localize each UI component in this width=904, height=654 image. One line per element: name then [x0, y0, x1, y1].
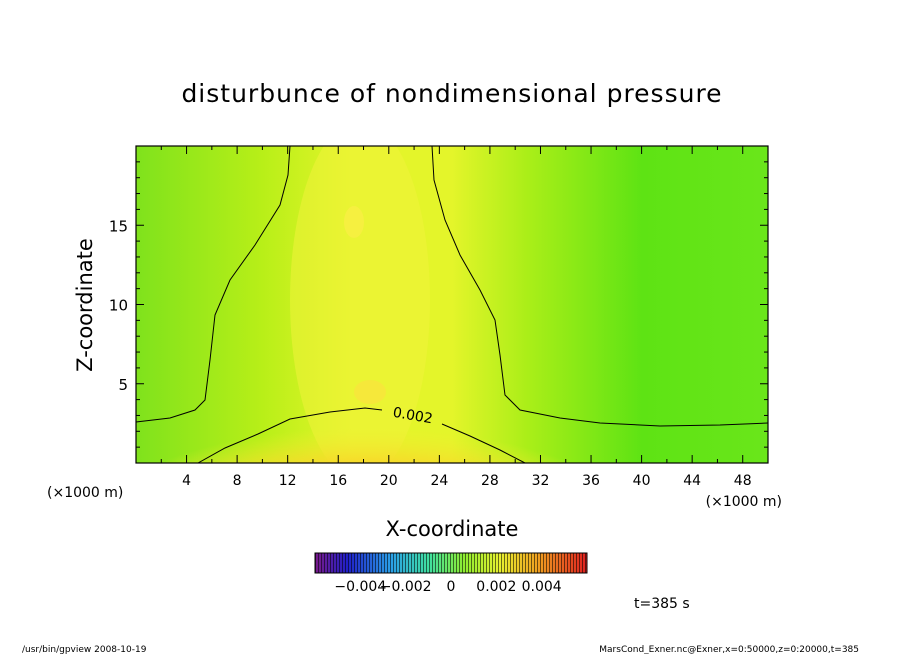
colorbar-tick-label: 0.002: [476, 579, 516, 595]
contour-0.002-upper: [136, 146, 768, 427]
x-tick-label: 28: [481, 473, 499, 489]
colorbar-tick-label: −0.004: [334, 579, 386, 595]
x-unit-left: (×1000 m): [47, 485, 123, 501]
colorbar-tick-label: 0.004: [522, 579, 562, 595]
x-tick-label: 20: [380, 473, 398, 489]
y-axis-label: Z-coordinate: [73, 238, 97, 372]
x-tick-label: 40: [633, 473, 651, 489]
footer-right: MarsCond_Exner.nc@Exner,x=0:50000,z=0:20…: [599, 645, 859, 654]
x-tick-label: 12: [279, 473, 297, 489]
contour-0.002-lower: [197, 407, 526, 463]
x-tick-label: 48: [734, 473, 752, 489]
colorbar-frame: [314, 552, 588, 574]
chart-title: disturbunce of nondimensional pressure: [181, 79, 722, 108]
x-tick-label: 4: [182, 473, 191, 489]
peak-spot-upper: [344, 206, 364, 238]
colorbar-hatching: [315, 553, 587, 573]
footer-left: /usr/bin/gpview 2008-10-19: [22, 645, 147, 654]
x-tick-label: 44: [683, 473, 701, 489]
x-tick-label: 24: [430, 473, 448, 489]
colorbar-tick-label: −0.002: [380, 579, 432, 595]
time-label: t=385 s: [634, 596, 690, 612]
x-unit-right: (×1000 m): [706, 494, 782, 510]
y-tick-label: 10: [109, 297, 128, 315]
pressure-maximum: [165, 385, 565, 463]
column-highlight: [290, 146, 430, 463]
plot-area: [136, 146, 768, 463]
y-tick-label: 5: [118, 376, 128, 394]
x-axis-label: X-coordinate: [386, 517, 519, 541]
contour-label: 0.002: [392, 405, 434, 428]
y-tick-label: 15: [109, 217, 128, 235]
colorbar-tick-label: 0: [447, 579, 456, 595]
colorbar-ticks: −0.004−0.002 0 0.002 0.004: [334, 579, 561, 595]
x-tick-label: 32: [532, 473, 550, 489]
x-tick-label: 36: [582, 473, 600, 489]
colorbar: [314, 552, 588, 574]
x-tick-label: 8: [233, 473, 242, 489]
x-tick-label: 16: [329, 473, 347, 489]
